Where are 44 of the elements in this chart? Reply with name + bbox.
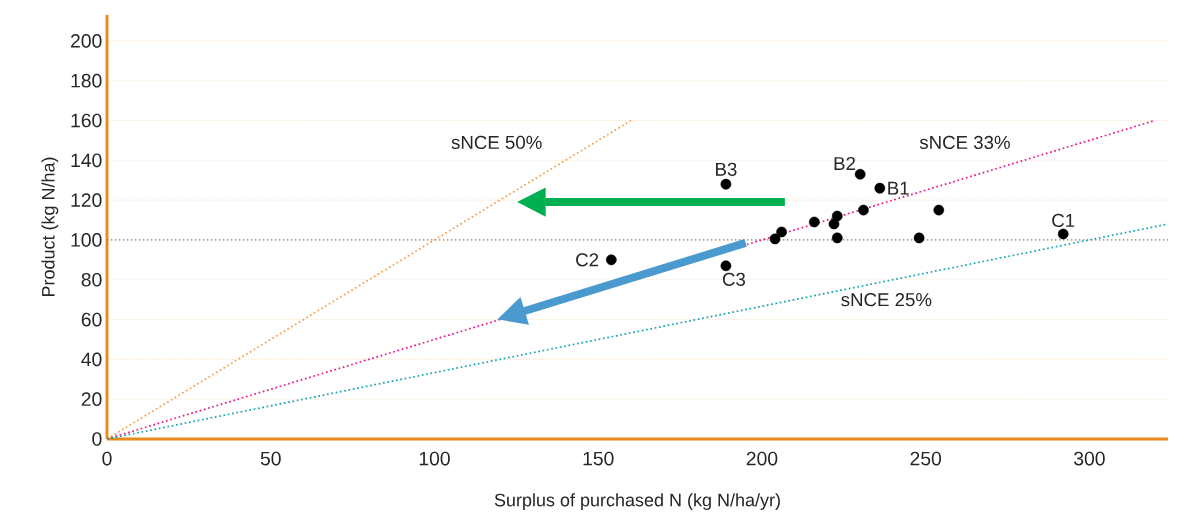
x-tick-label: 100 xyxy=(419,451,450,466)
point xyxy=(828,218,840,230)
point xyxy=(874,182,886,194)
point xyxy=(854,168,866,180)
y-tick-label: 0 xyxy=(92,432,102,446)
point xyxy=(769,233,781,245)
series-label: sNCE 33% xyxy=(919,135,1010,149)
y-tick-label: 20 xyxy=(81,392,102,407)
point xyxy=(1057,228,1069,240)
x-tick-label: 250 xyxy=(910,451,942,466)
y-tick-label: 160 xyxy=(71,113,102,128)
y-tick-label: 60 xyxy=(81,312,102,327)
annotation: B1 xyxy=(888,181,909,195)
point xyxy=(720,178,732,190)
annotation: B3 xyxy=(716,162,737,176)
x-tick-label: 0 xyxy=(102,451,112,466)
series-label: sNCE 25% xyxy=(841,293,932,307)
point xyxy=(831,210,843,222)
x-tick-label: 150 xyxy=(583,451,614,466)
point xyxy=(858,204,869,216)
point xyxy=(831,232,843,244)
y-tick-label: 140 xyxy=(71,153,102,168)
y-tick-label: 200 xyxy=(71,34,102,48)
annotation: C2 xyxy=(576,253,599,267)
point xyxy=(605,254,617,266)
y-tick-label: 120 xyxy=(71,193,102,207)
y-axis-title: Product (kg N/ha) xyxy=(41,157,59,297)
point xyxy=(720,260,732,272)
x-tick-label: 200 xyxy=(746,451,778,466)
point xyxy=(933,204,945,216)
y-tick-label: 40 xyxy=(81,352,102,367)
y-tick-label: 180 xyxy=(71,73,102,88)
y-tick-label: 100 xyxy=(71,233,102,247)
x-axis-title: Surplus of purchased N (kg N/ha/yr) xyxy=(494,493,780,510)
y-tick-label: 80 xyxy=(81,272,102,287)
point xyxy=(776,226,787,238)
point xyxy=(913,232,925,244)
point xyxy=(809,216,820,228)
annotation: B2 xyxy=(834,156,855,170)
x-tick-label: 50 xyxy=(260,451,281,466)
annotation: C1 xyxy=(1052,213,1075,228)
x-tick-label: 300 xyxy=(1074,451,1105,466)
series-label: sNCE 50% xyxy=(451,135,542,149)
annotation: C3 xyxy=(722,272,746,286)
